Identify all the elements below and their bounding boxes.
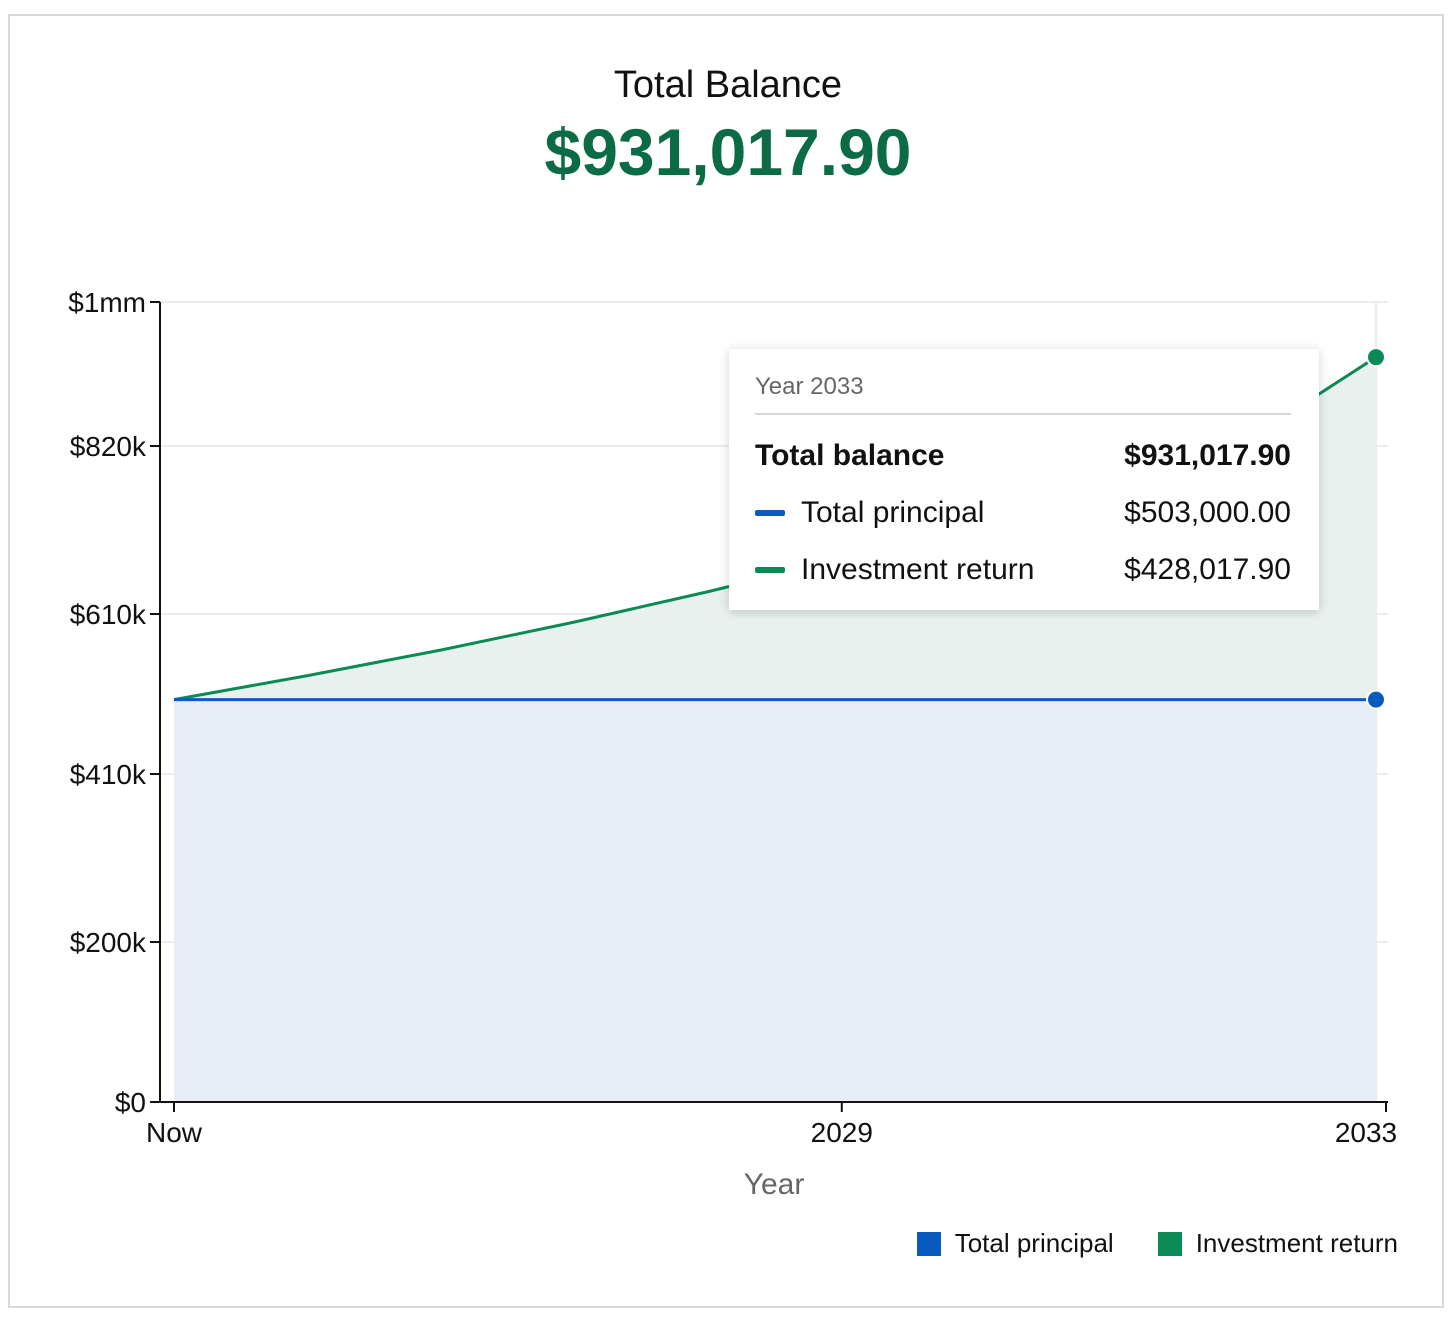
investment-area <box>174 357 1376 700</box>
tooltip-total-principal-value: $503,000.00 <box>1124 495 1291 529</box>
y-tick-label: $410k <box>70 759 147 790</box>
investment-end-point <box>1366 347 1386 368</box>
x-tick-label: Now <box>146 1117 203 1148</box>
legend-item-investment[interactable]: Investment return <box>1157 1228 1398 1259</box>
chart-card <box>8 14 1444 1308</box>
y-tick-label: $200k <box>70 927 147 958</box>
y-tick-label: $610k <box>70 599 147 630</box>
y-tick-label: $820k <box>70 431 147 462</box>
legend-square-icon <box>1157 1231 1182 1256</box>
investment-swatch-icon <box>755 566 785 573</box>
legend-label: Investment return <box>1195 1228 1398 1258</box>
legend-item-principal[interactable]: Total principal <box>916 1228 1114 1259</box>
tooltip-year: Year 2033 <box>755 373 1291 415</box>
principal-swatch-icon <box>755 509 785 516</box>
tooltip: Year 2033 Total balance $931,017.90 Tota… <box>729 349 1319 610</box>
x-tick-label: 2029 <box>811 1117 873 1148</box>
tooltip-investment-return-label: Investment return <box>801 552 1035 586</box>
tooltip-total-principal-label: Total principal <box>801 495 985 529</box>
x-axis-label: Year <box>744 1168 805 1201</box>
y-tick-label: $0 <box>115 1087 146 1118</box>
principal-end-point <box>1366 689 1386 710</box>
x-tick-label: 2033 <box>1335 1117 1397 1148</box>
legend-square-icon <box>916 1231 941 1256</box>
tooltip-row-total-balance: Total balance $931,017.90 <box>755 427 1291 484</box>
tooltip-total-balance-value: $931,017.90 <box>1124 438 1291 472</box>
tooltip-investment-return-value: $428,017.90 <box>1124 552 1291 586</box>
tooltip-row-investment-return: Investment return $428,017.90 <box>755 541 1291 598</box>
total-balance-amount: $931,017.90 <box>544 115 912 189</box>
legend: Total principal Investment return <box>873 1228 1398 1259</box>
legend-label: Total principal <box>954 1228 1114 1258</box>
y-tick-label: $1mm <box>68 287 146 318</box>
principal-area <box>174 699 1376 1102</box>
tooltip-total-balance-label: Total balance <box>755 438 945 472</box>
tooltip-row-total-principal: Total principal $503,000.00 <box>755 484 1291 541</box>
header-title: Total Balance <box>613 64 843 106</box>
